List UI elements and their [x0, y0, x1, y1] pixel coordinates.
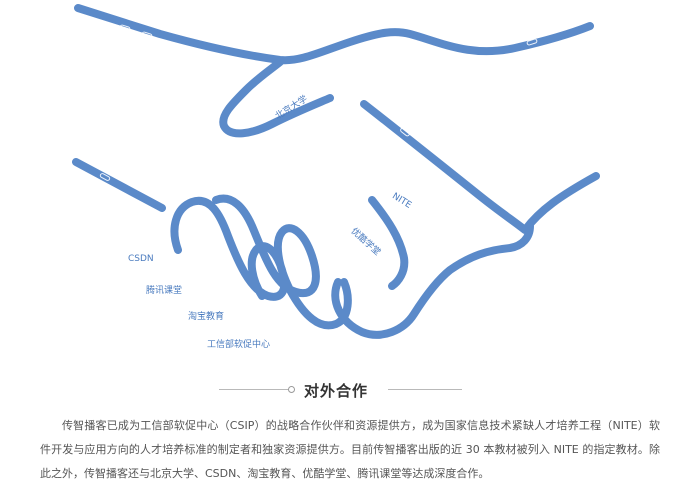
upper-hand-arm — [74, 4, 594, 65]
heading-divider-right — [388, 389, 462, 390]
lower-hand-inner — [368, 196, 409, 290]
lower-hand-fingers — [170, 194, 534, 339]
handshake-illustration — [72, 4, 600, 339]
upper-hand-fingers — [360, 100, 600, 234]
upper-hand-thumb — [219, 58, 334, 138]
section-title: 对外合作 — [304, 382, 369, 400]
heading-divider-left — [219, 389, 291, 390]
heading-dot-icon — [288, 386, 295, 393]
section-heading: 对外合作 — [0, 378, 677, 400]
partner-label-csdn: CSDN — [128, 254, 154, 264]
section-paragraph: 传智播客已成为工信部软促中心（CSIP）的战略合作伙伴和资源提供方，成为国家信息… — [40, 419, 660, 480]
partner-label-csip: 工信部软促中心 — [207, 340, 271, 350]
partner-label-tencent: 腾讯课堂 — [146, 286, 183, 296]
partner-label-taobao: 淘宝教育 — [188, 312, 225, 322]
lower-hand-arm — [72, 158, 166, 212]
